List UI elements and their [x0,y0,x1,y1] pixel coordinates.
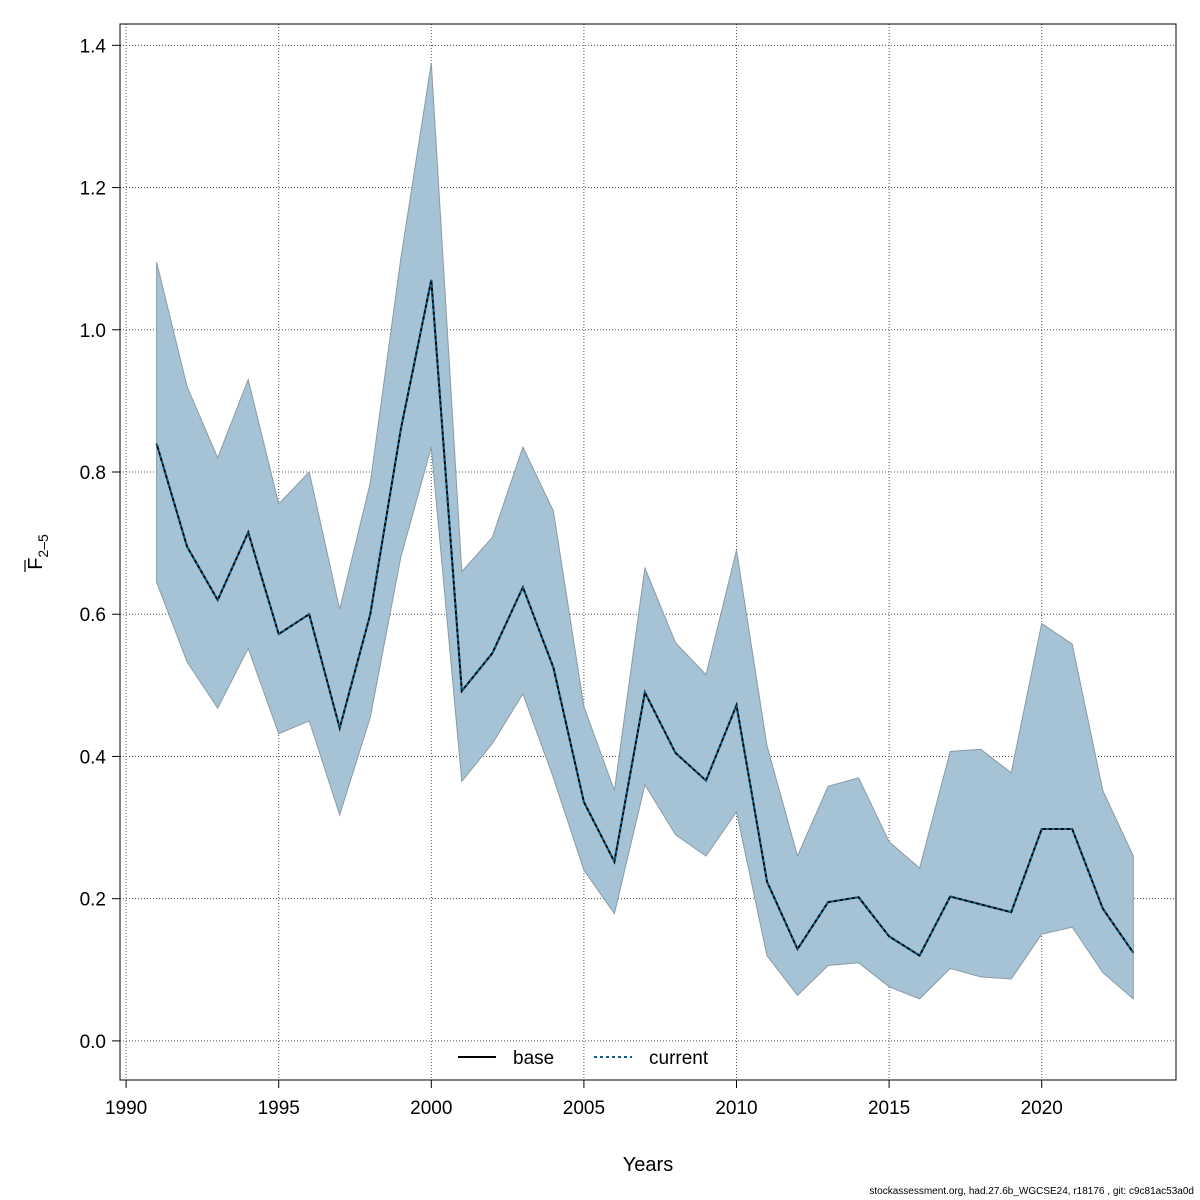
x-tick-label: 1990 [105,1098,147,1119]
footer-credit: stockassessment.org, had.27.6b_WGCSE24, … [869,1186,1194,1197]
x-tick-label: 2015 [868,1098,910,1119]
y-tick-label: 1.0 [80,321,106,342]
y-axis-title: F2–5 [24,534,51,572]
axes: 1990 1995 2000 2005 2010 2015 2020 0.0 0.2 0.4 0.6… [80,36,1063,1119]
series-line-current [155,279,1135,958]
x-tick-label: 2010 [715,1098,757,1119]
y-tick-label: 0.2 [80,890,106,911]
x-axis-title: Years [623,1154,673,1176]
x-tick-label: 2000 [410,1098,452,1119]
confidence-band [156,63,1134,1000]
y-axis-title-text: F2–5 [25,534,51,570]
y-tick-label: 0.6 [80,605,106,626]
x-tick-label: 2020 [1021,1098,1063,1119]
y-axis-title-main: F [25,558,47,570]
y-tick-label: 1.4 [80,36,107,57]
series-lines [155,279,1135,958]
y-axis-title-subscript: 2–5 [35,534,51,558]
confidence-band-layer [156,63,1134,1000]
x-tick-label: 2005 [563,1098,605,1119]
x-tick-label: 1995 [258,1098,300,1119]
y-tick-label: 1.2 [80,179,106,200]
legend: base current [458,1048,709,1069]
y-tick-label: 0.0 [80,1032,106,1053]
y-tick-label: 0.4 [80,747,107,768]
legend-label-base: base [513,1048,554,1069]
y-tick-label: 0.8 [80,463,106,484]
legend-label-current: current [649,1048,709,1069]
